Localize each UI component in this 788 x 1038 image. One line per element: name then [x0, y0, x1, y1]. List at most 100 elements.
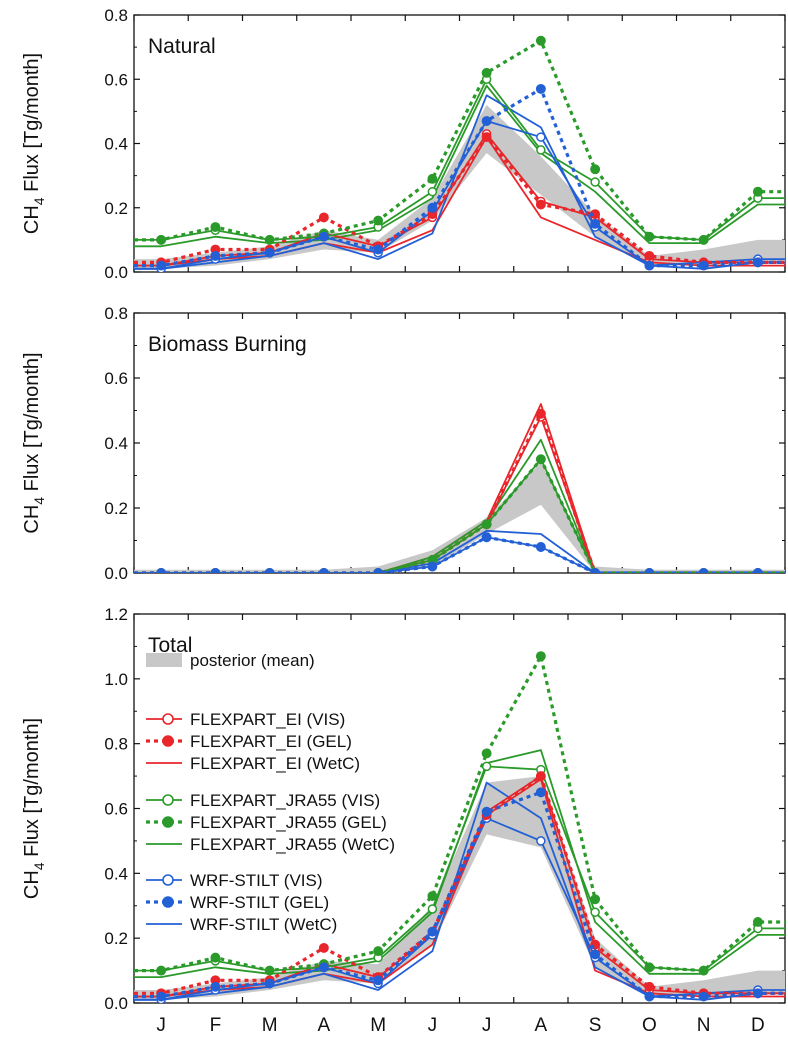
y-tick-label: 0.4 [104, 434, 128, 453]
data-point-wrf-gel [644, 260, 655, 271]
y-tick-label: 1.2 [104, 605, 128, 624]
legend-label: posterior (mean) [190, 651, 315, 670]
legend-swatch-marker [162, 874, 174, 886]
data-point-wrf-gel [318, 962, 329, 973]
data-point-wrf-gel [752, 568, 763, 573]
y-axis-label-rest: Flux [Tg/month] [21, 53, 43, 198]
y-axis-label: CH4 Flux [Tg/month] [21, 53, 47, 234]
data-point-wrf-gel [535, 542, 546, 552]
data-point-wrf-gel [590, 218, 601, 229]
x-tick-label: M [262, 1015, 278, 1036]
y-axis-label-main: CH [21, 870, 43, 899]
data-point-wrf-gel [156, 568, 167, 573]
y-tick-label: 0.8 [104, 735, 128, 754]
data-point-jra-vis [536, 145, 546, 155]
y-tick-label: 0.0 [104, 564, 128, 583]
data-point-jra-gel [644, 962, 655, 973]
y-axis-label-rest: Flux [Tg/month] [21, 718, 43, 863]
data-point-jra-gel [481, 519, 492, 530]
data-point-ei-gel [644, 981, 655, 992]
panel-1: 0.0 0.2 0.4 0.6 0.8 CH4 Flux [Tg/month] Biomas… [21, 304, 786, 583]
data-point-wrf-gel [590, 949, 601, 960]
legend-label: FLEXPART_EI (GEL) [190, 732, 352, 751]
data-point-jra-gel [156, 965, 167, 976]
legend-swatch-marker [162, 735, 174, 747]
data-point-jra-vis [427, 186, 438, 197]
data-point-wrf-gel [264, 247, 275, 258]
data-point-wrf-vis [536, 132, 546, 142]
data-point-wrf-gel [373, 244, 384, 255]
data-point-jra-gel [752, 186, 763, 197]
series-line-jra-wetc [134, 84, 785, 248]
data-point-jra-gel [373, 946, 384, 957]
y-tick-label: 0.0 [104, 263, 128, 282]
y-tick-label: 0.8 [104, 304, 128, 323]
x-tick-label: J [482, 1015, 492, 1036]
y-axis-label-rest: Flux [Tg/month] [21, 352, 43, 497]
data-point-ei-gel [644, 250, 655, 261]
data-point-wrf-gel [481, 806, 492, 817]
legend-label: WRF-STILT (WetC) [190, 915, 337, 934]
x-tick-label: F [210, 1015, 222, 1036]
data-point-wrf-gel [644, 991, 655, 1002]
data-point-jra-gel [590, 164, 601, 175]
legend-label: WRF-STILT (GEL) [190, 893, 329, 912]
series-line-wrf-gel [134, 790, 785, 999]
posterior-band [134, 462, 785, 573]
y-tick-label: 0.2 [104, 929, 128, 948]
x-tick-label: S [589, 1015, 602, 1036]
legend-swatch-marker [162, 896, 174, 908]
plot-area [134, 403, 785, 573]
legend-swatch-band [146, 653, 182, 667]
series-line-wrf-vis [134, 120, 785, 270]
legend-label: FLEXPART_JRA55 (GEL) [190, 813, 387, 832]
series-line-jra-wetc [134, 438, 785, 573]
panel-title: Total [148, 634, 192, 657]
data-point-wrf-gel [210, 568, 221, 573]
series-line-wrf-wetc [134, 781, 785, 1001]
data-point-jra-gel [156, 234, 167, 245]
legend-swatch-marker [162, 794, 174, 806]
series-line-jra-gel [134, 39, 785, 242]
data-point-wrf-gel [752, 988, 763, 999]
data-point-jra-vis [590, 177, 600, 187]
legend-label: FLEXPART_JRA55 (VIS) [190, 791, 380, 810]
y-axis-label-main: CH [21, 205, 43, 234]
data-point-jra-gel [698, 965, 709, 976]
data-point-jra-gel [535, 651, 546, 662]
y-axis-label: CH4 Flux [Tg/month] [21, 718, 47, 899]
legend-label: WRF-STILT (VIS) [190, 871, 323, 890]
data-point-jra-gel [427, 173, 438, 184]
data-point-jra-gel [427, 891, 438, 901]
data-point-wrf-gel [264, 978, 275, 989]
data-point-wrf-gel [264, 568, 275, 573]
series-line-wrf-gel [134, 535, 785, 573]
data-point-wrf-gel [373, 568, 384, 573]
panel-2: 0.0 0.2 0.4 0.6 0.8 1.0 1.2 CH4 Flux [Tg/month]… [21, 605, 786, 1036]
data-point-jra-gel [752, 917, 763, 927]
data-point-wrf-gel [535, 787, 546, 798]
data-point-wrf-gel [318, 568, 329, 573]
y-tick-label: 0.2 [104, 499, 128, 518]
series-line-ei-gel [134, 135, 785, 264]
data-point-wrf-gel [427, 926, 438, 937]
y-tick-label: 0.4 [104, 864, 128, 883]
data-point-jra-gel [264, 234, 275, 245]
y-axis-label-sub: 4 [31, 497, 47, 505]
data-point-wrf-gel [156, 260, 167, 271]
y-axis-label-sub: 4 [31, 862, 47, 870]
x-tick-label: O [642, 1015, 657, 1036]
data-point-wrf-gel [644, 568, 655, 573]
data-point-ei-gel [535, 408, 546, 419]
data-point-wrf-gel [590, 568, 601, 573]
y-tick-label: 1.0 [104, 670, 128, 689]
data-point-wrf-gel [373, 975, 384, 986]
y-tick-label: 0.8 [104, 6, 128, 25]
y-tick-label: 0.2 [104, 199, 128, 218]
data-point-wrf-gel [156, 991, 167, 1002]
y-tick-label: 0.0 [104, 994, 128, 1013]
data-point-ei-gel [318, 942, 329, 953]
data-point-wrf-gel [481, 116, 492, 126]
data-point-wrf-gel [210, 981, 221, 992]
